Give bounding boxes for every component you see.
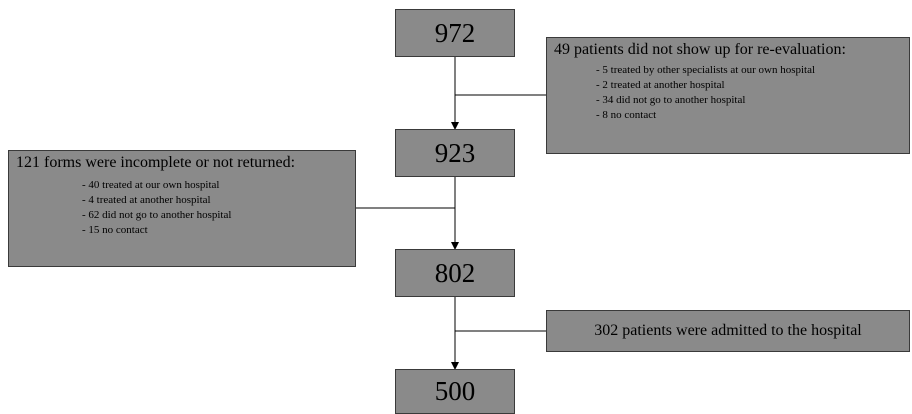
count-value: 923 bbox=[434, 137, 476, 168]
no-show-note-title: 49 patients did not show up for re-evalu… bbox=[554, 41, 846, 58]
incomplete-note: 121 forms were incomplete or not returne… bbox=[8, 150, 356, 267]
count-value: 500 bbox=[434, 376, 476, 406]
no-show-note-list: - 5 treated by other specialists at our … bbox=[554, 63, 905, 123]
count-box-802: 802 bbox=[395, 249, 515, 297]
list-item: - 4 treated at another hospital bbox=[82, 194, 211, 206]
list-item: - 15 no contact bbox=[82, 224, 148, 236]
incomplete-note-list: - 40 treated at our own hospital - 4 tre… bbox=[16, 178, 351, 238]
list-item: - 8 no contact bbox=[596, 109, 657, 121]
count-box-500: 500 bbox=[395, 369, 515, 414]
list-item: - 34 did not go to another hospital bbox=[596, 94, 746, 106]
no-show-note: 49 patients did not show up for re-evalu… bbox=[546, 37, 910, 154]
list-item: - 62 did not go to another hospital bbox=[82, 209, 232, 221]
count-value: 802 bbox=[434, 257, 476, 288]
list-item: - 40 treated at our own hospital bbox=[82, 179, 220, 191]
admitted-note: 302 patients were admitted to the hospit… bbox=[546, 310, 910, 352]
count-value: 972 bbox=[434, 17, 476, 48]
count-box-923: 923 bbox=[395, 129, 515, 177]
admitted-note-title: 302 patients were admitted to the hospit… bbox=[594, 322, 862, 339]
count-box-972: 972 bbox=[395, 9, 515, 57]
incomplete-note-title: 121 forms were incomplete or not returne… bbox=[16, 154, 296, 171]
list-item: - 5 treated by other specialists at our … bbox=[596, 64, 816, 76]
list-item: - 2 treated at another hospital bbox=[596, 79, 725, 91]
